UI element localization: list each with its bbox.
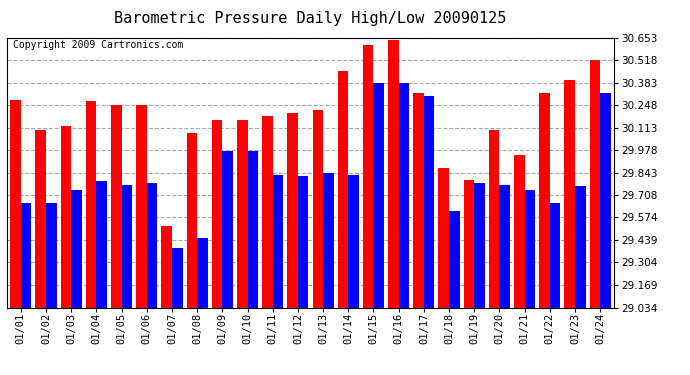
Text: Copyright 2009 Cartronics.com: Copyright 2009 Cartronics.com — [13, 40, 184, 50]
Bar — [464, 180, 474, 375]
Bar — [348, 175, 359, 375]
Bar — [590, 60, 600, 375]
Bar — [399, 83, 409, 375]
Bar — [564, 80, 575, 375]
Bar — [147, 183, 157, 375]
Bar — [237, 120, 248, 375]
Bar — [489, 130, 500, 375]
Bar — [600, 93, 611, 375]
Bar — [524, 190, 535, 375]
Bar — [540, 93, 550, 375]
Bar — [500, 185, 510, 375]
Bar — [262, 116, 273, 375]
Bar — [97, 182, 107, 375]
Bar — [61, 126, 71, 375]
Bar — [298, 176, 308, 375]
Bar — [10, 100, 21, 375]
Bar — [449, 211, 460, 375]
Bar — [71, 190, 81, 375]
Bar — [287, 113, 298, 375]
Bar — [35, 130, 46, 375]
Bar — [363, 45, 373, 375]
Bar — [172, 248, 183, 375]
Bar — [212, 120, 222, 375]
Bar — [197, 238, 208, 375]
Bar — [413, 93, 424, 375]
Bar — [136, 105, 147, 375]
Bar — [474, 183, 485, 375]
Bar — [248, 152, 258, 375]
Bar — [514, 155, 524, 375]
Bar — [337, 71, 348, 375]
Bar — [438, 168, 449, 375]
Bar — [222, 152, 233, 375]
Bar — [550, 203, 560, 375]
Bar — [373, 83, 384, 375]
Bar — [21, 203, 31, 375]
Bar — [111, 105, 121, 375]
Bar — [121, 185, 132, 375]
Bar — [161, 226, 172, 375]
Bar — [424, 96, 435, 375]
Text: Barometric Pressure Daily High/Low 20090125: Barometric Pressure Daily High/Low 20090… — [115, 11, 506, 26]
Bar — [323, 173, 334, 375]
Bar — [575, 186, 586, 375]
Bar — [186, 133, 197, 375]
Bar — [86, 101, 97, 375]
Bar — [313, 110, 323, 375]
Bar — [46, 203, 57, 375]
Bar — [388, 40, 399, 375]
Bar — [273, 175, 284, 375]
